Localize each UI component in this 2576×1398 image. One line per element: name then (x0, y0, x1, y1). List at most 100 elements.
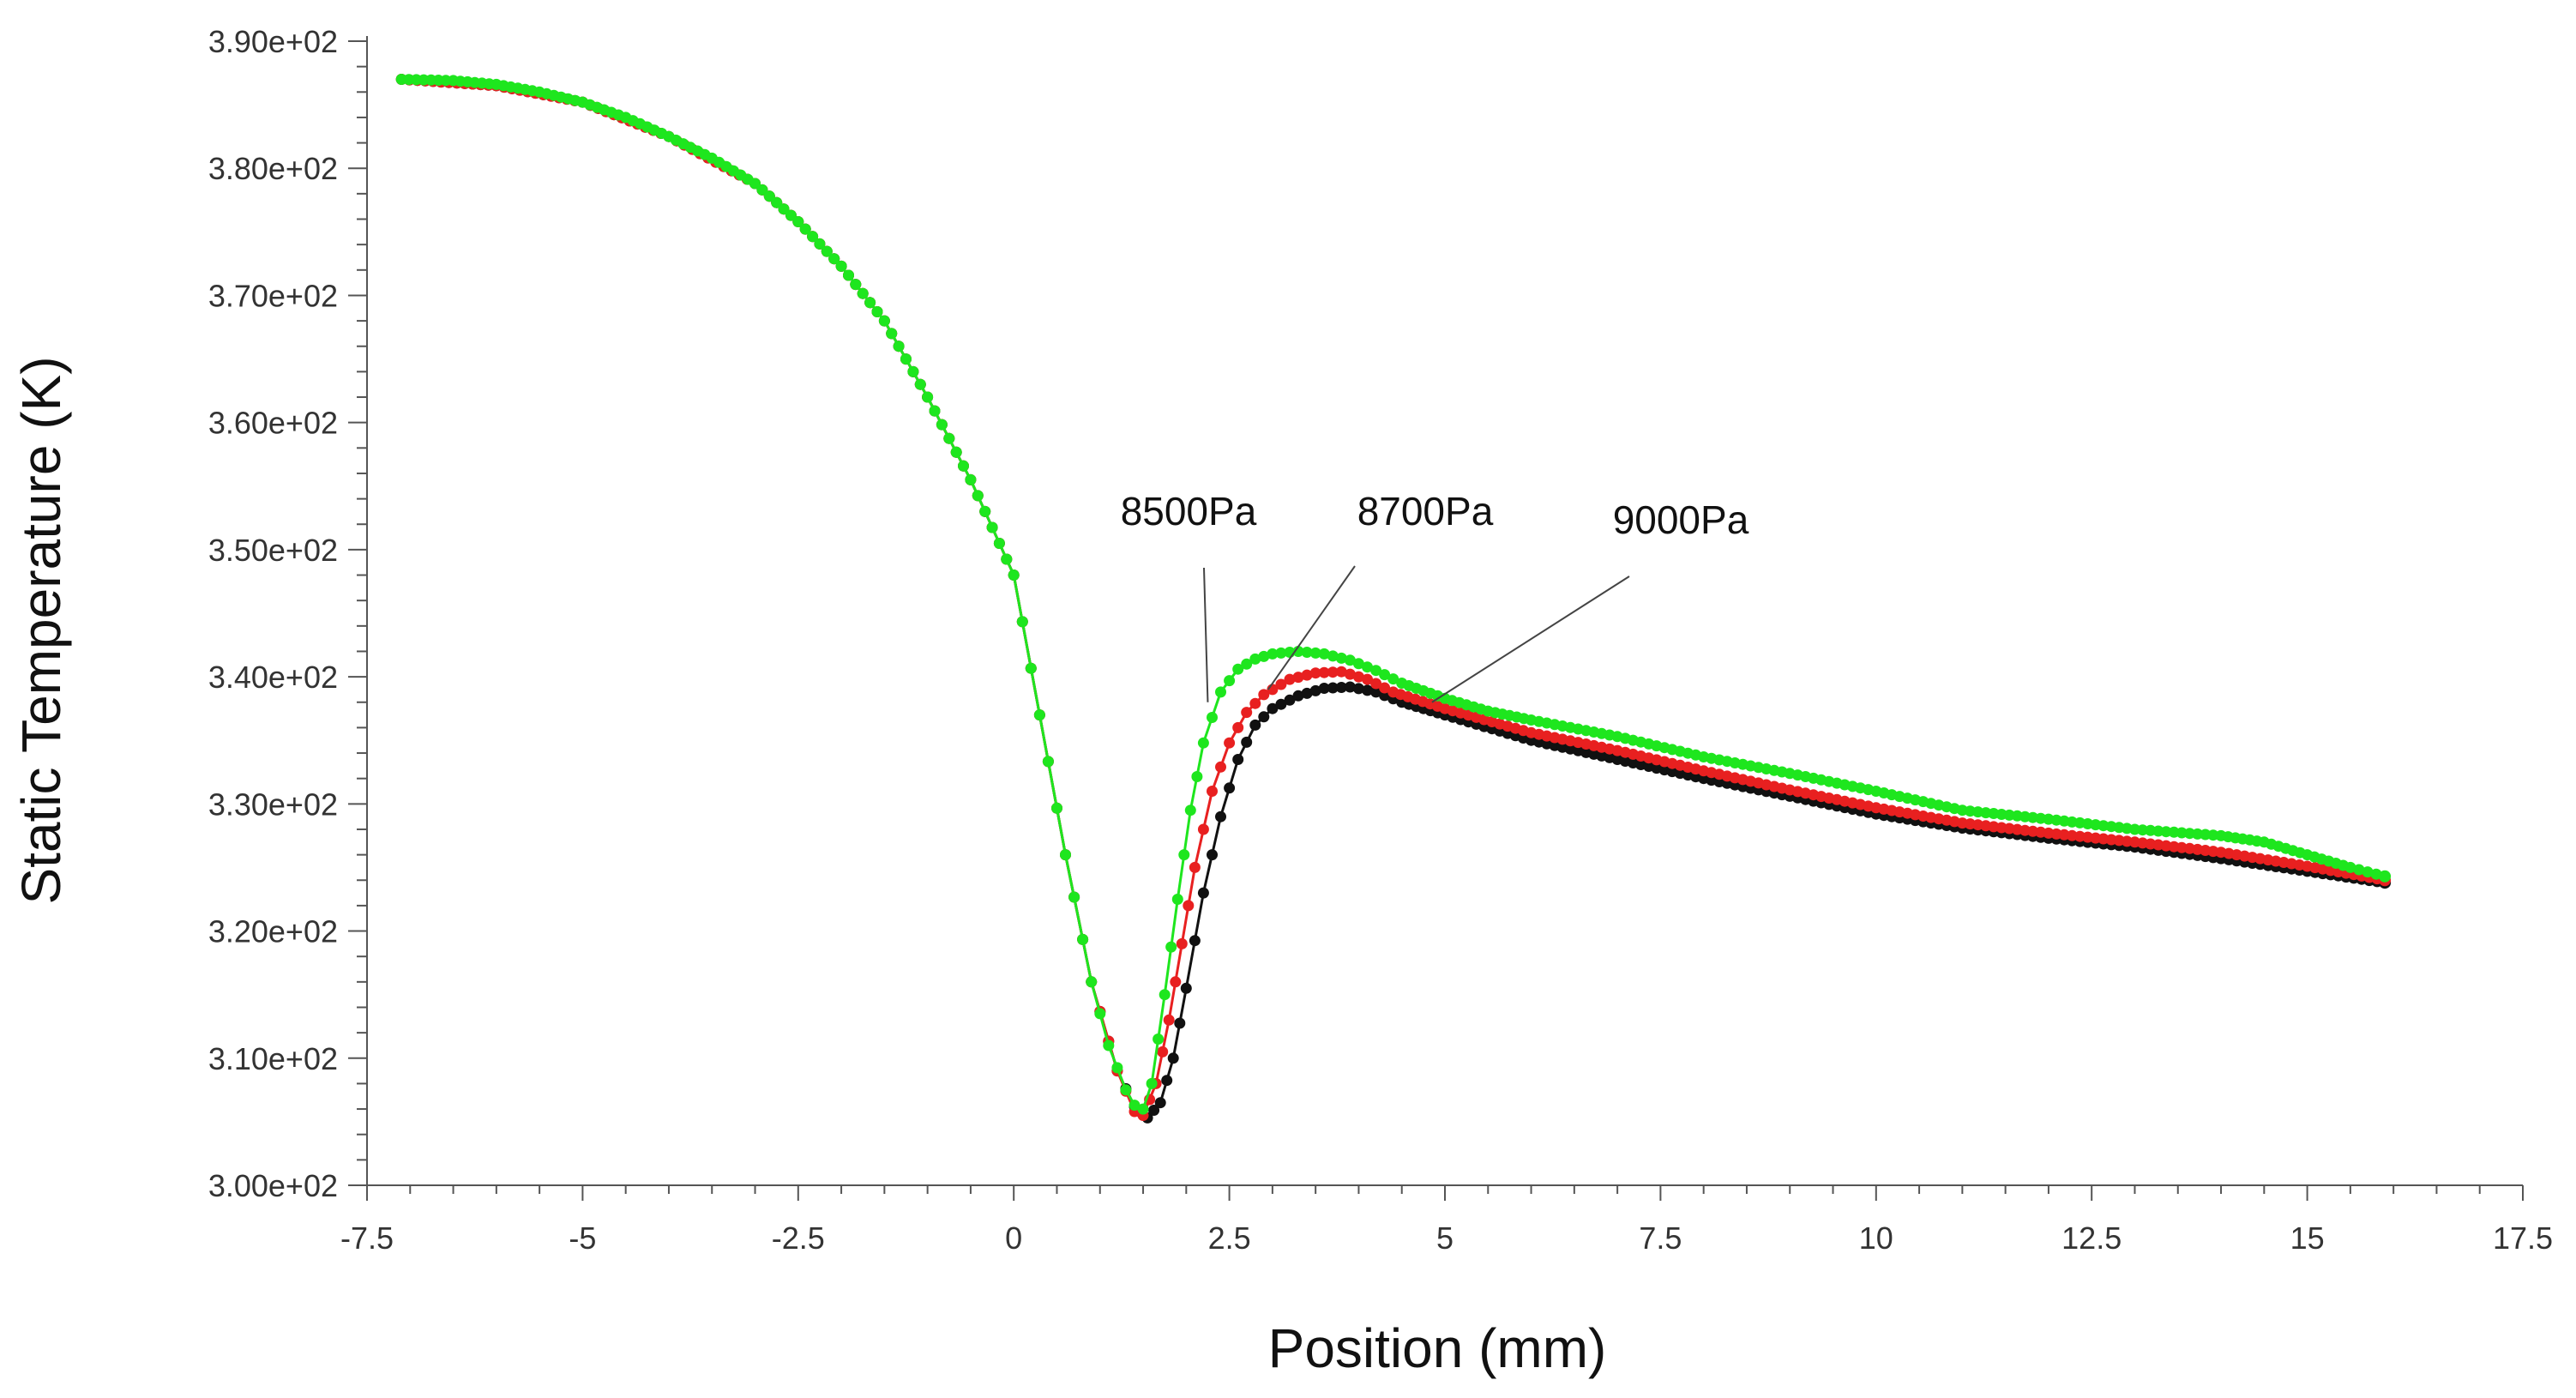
data-point (1284, 673, 1296, 685)
data-point (2344, 861, 2356, 873)
data-point (1060, 849, 1071, 861)
annotation-leader-9000Pa (1431, 575, 1630, 703)
annotation-label-8700Pa: 8700Pa (1357, 489, 1494, 533)
data-point (1051, 802, 1062, 814)
data-point (1165, 941, 1177, 953)
data-point (2379, 870, 2392, 883)
data-point (749, 178, 761, 190)
data-point (871, 306, 883, 317)
data-point (1176, 937, 1188, 949)
data-point (1362, 684, 1373, 696)
data-point (878, 315, 890, 327)
data-point (1170, 976, 1182, 988)
data-point (1327, 666, 1339, 678)
data-point (1284, 694, 1296, 706)
data-point (1352, 671, 1364, 683)
data-point (1174, 1017, 1186, 1029)
y-tick-label: 3.20e+02 (208, 914, 338, 949)
annotation-lines: 8500Pa 8700Pa 9000Pa (1121, 489, 1749, 703)
data-point (1189, 935, 1201, 947)
data-point (979, 505, 991, 517)
x-axis-title: Position (mm) (1268, 1317, 1607, 1379)
data-point (1267, 702, 1279, 714)
data-point (1159, 989, 1171, 1001)
data-point (792, 216, 804, 227)
data-point (756, 184, 768, 196)
data-point (1241, 658, 1253, 670)
data-point (807, 231, 819, 243)
data-point (850, 279, 862, 291)
data-point (1309, 647, 1321, 659)
annotation-leader-8700Pa (1267, 565, 1356, 690)
data-point (785, 209, 797, 221)
data-point (1157, 1045, 1169, 1058)
data-point (1207, 712, 1218, 723)
data-point (993, 538, 1005, 549)
data-point (1161, 1075, 1173, 1087)
data-point (1215, 686, 1226, 698)
x-tick-label: 10 (1859, 1220, 1893, 1256)
data-point (1042, 756, 1054, 768)
data-point (1301, 687, 1313, 699)
data-point (1232, 721, 1244, 733)
data-point (1224, 737, 1236, 749)
data-point (972, 490, 984, 502)
data-point (2353, 864, 2365, 876)
x-tick-label: -5 (569, 1220, 596, 1256)
data-point (1275, 647, 1287, 659)
data-point (1086, 976, 1098, 988)
data-point (1387, 673, 1399, 685)
data-point (1232, 663, 1244, 675)
data-point (778, 203, 790, 215)
data-point (1370, 665, 1382, 677)
x-tick-label: 17.5 (2493, 1220, 2553, 1256)
data-point (1309, 684, 1321, 696)
data-point (771, 196, 783, 208)
data-point (1224, 675, 1236, 687)
data-point (1146, 1077, 1158, 1089)
data-point (1016, 616, 1028, 628)
data-point (893, 340, 905, 353)
data-point (1275, 678, 1287, 690)
data-point (1275, 698, 1287, 710)
data-point (1352, 683, 1364, 695)
y-tick-label: 3.80e+02 (208, 151, 338, 186)
data-point (857, 287, 869, 299)
data-point (843, 269, 854, 281)
y-axis-title: Static Temperature (K) (10, 356, 72, 904)
data-point (1362, 661, 1373, 673)
data-point (1344, 681, 1356, 693)
data-point (1370, 678, 1382, 690)
data-point (900, 353, 912, 365)
data-point (1215, 810, 1226, 823)
data-point (1344, 654, 1356, 666)
data-point (1379, 669, 1391, 681)
data-point (1197, 823, 1209, 835)
series-line-8700Pa (401, 78, 2386, 1117)
annotation-leader-8500Pa (1203, 567, 1209, 702)
data-point (1094, 1008, 1106, 1020)
data-point (1148, 1105, 1160, 1116)
data-point (950, 446, 962, 458)
data-point (1120, 1084, 1132, 1096)
data-point (1008, 569, 1020, 581)
data-point (864, 297, 876, 309)
x-tick-label: 5 (1436, 1220, 1454, 1256)
data-point (1335, 682, 1347, 693)
data-point (2362, 866, 2374, 878)
data-point (1301, 669, 1313, 681)
annotation-label-8500Pa: 8500Pa (1121, 489, 1257, 533)
data-point (1103, 1039, 1115, 1052)
data-point (1309, 667, 1321, 679)
data-point (1335, 652, 1347, 664)
data-point (1344, 668, 1356, 680)
data-point (914, 378, 926, 390)
data-point (1163, 1014, 1175, 1026)
data-point (1362, 673, 1373, 685)
data-point (2192, 828, 2204, 840)
data-point (828, 253, 840, 265)
data-point (1258, 711, 1270, 723)
data-point (1189, 861, 1201, 873)
y-tick-label: 3.30e+02 (208, 786, 338, 822)
